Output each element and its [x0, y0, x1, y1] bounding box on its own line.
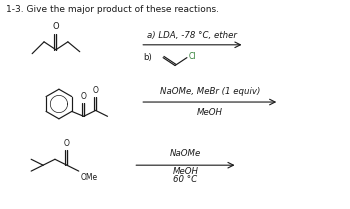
Text: NaOMe, MeBr (1 equiv): NaOMe, MeBr (1 equiv) [160, 87, 260, 96]
Text: 1-3. Give the major product of these reactions.: 1-3. Give the major product of these rea… [6, 5, 219, 14]
Text: OMe: OMe [81, 173, 98, 182]
Text: b): b) [143, 53, 152, 62]
Text: a) LDA, -78 °C, ether: a) LDA, -78 °C, ether [147, 31, 237, 40]
Text: MeOH: MeOH [197, 108, 223, 117]
Text: 60 °C: 60 °C [173, 175, 197, 184]
Text: O: O [64, 139, 70, 148]
Text: O: O [81, 92, 87, 101]
Text: O: O [52, 22, 59, 31]
Text: NaOMe: NaOMe [170, 149, 201, 158]
Text: Cl: Cl [189, 52, 196, 61]
Text: O: O [93, 86, 99, 95]
Text: MeOH: MeOH [173, 167, 198, 176]
